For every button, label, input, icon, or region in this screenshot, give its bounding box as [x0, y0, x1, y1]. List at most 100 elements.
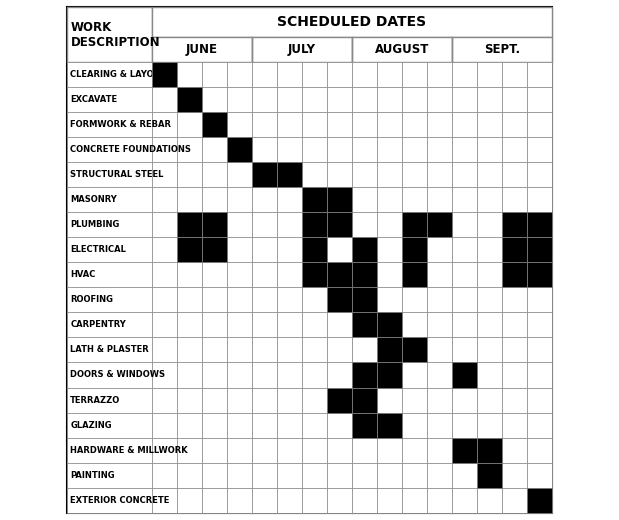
Bar	[277, 62, 302, 87]
Bar	[402, 412, 427, 437]
Bar	[67, 362, 152, 387]
Bar	[352, 187, 377, 212]
Bar	[327, 212, 352, 237]
Bar	[176, 137, 202, 162]
Text: AUGUST: AUGUST	[375, 43, 429, 56]
Bar	[202, 463, 227, 488]
Bar	[302, 463, 327, 488]
Bar	[176, 313, 202, 337]
Bar	[527, 488, 552, 513]
Bar	[227, 187, 252, 212]
Bar	[352, 387, 377, 412]
Bar	[252, 87, 277, 112]
Bar	[277, 162, 302, 187]
Bar	[502, 488, 527, 513]
Bar	[352, 288, 377, 313]
Bar	[377, 313, 402, 337]
Bar	[327, 187, 352, 212]
Bar	[202, 162, 227, 187]
Bar	[452, 313, 477, 337]
Bar	[176, 237, 202, 262]
Bar	[252, 62, 277, 87]
Bar	[477, 412, 502, 437]
Bar	[152, 362, 176, 387]
Bar	[452, 137, 477, 162]
Bar	[352, 288, 377, 313]
Bar	[302, 262, 327, 288]
Bar	[67, 337, 152, 362]
Text: PAINTING: PAINTING	[70, 471, 115, 479]
Bar	[67, 387, 152, 412]
Bar	[176, 237, 202, 262]
Bar	[152, 187, 176, 212]
Bar	[202, 62, 227, 87]
Text: EXCAVATE: EXCAVATE	[70, 95, 118, 104]
Bar	[227, 62, 252, 87]
Bar	[252, 412, 277, 437]
Bar	[202, 187, 227, 212]
Bar	[452, 37, 552, 62]
Bar	[176, 262, 202, 288]
Bar	[327, 463, 352, 488]
Bar	[202, 212, 227, 237]
Bar	[477, 463, 502, 488]
Bar	[527, 387, 552, 412]
Bar	[152, 463, 176, 488]
Bar	[427, 137, 452, 162]
Bar	[152, 87, 176, 112]
Bar	[377, 412, 402, 437]
Bar	[67, 62, 152, 87]
Bar	[502, 412, 527, 437]
Bar	[152, 412, 176, 437]
Bar	[202, 437, 227, 463]
Bar	[67, 212, 152, 237]
Bar	[152, 288, 176, 313]
Bar	[377, 137, 402, 162]
Bar	[252, 262, 277, 288]
Bar	[527, 412, 552, 437]
Bar	[427, 187, 452, 212]
Bar	[402, 212, 427, 237]
Bar	[202, 262, 227, 288]
Bar	[377, 162, 402, 187]
Bar	[402, 362, 427, 387]
Bar	[502, 87, 527, 112]
Bar	[502, 337, 527, 362]
Bar	[502, 463, 527, 488]
Bar	[252, 212, 277, 237]
Bar	[402, 437, 427, 463]
Bar	[452, 112, 477, 137]
Bar	[352, 362, 377, 387]
Bar	[352, 262, 377, 288]
Bar	[152, 137, 176, 162]
Bar	[252, 187, 277, 212]
Bar	[477, 313, 502, 337]
Bar	[402, 62, 427, 87]
Bar	[152, 313, 176, 337]
Bar	[252, 37, 352, 62]
Bar	[427, 387, 452, 412]
Bar	[452, 62, 477, 87]
Bar	[352, 137, 377, 162]
Bar	[527, 262, 552, 288]
Bar	[202, 87, 227, 112]
Bar	[176, 87, 202, 112]
Bar	[277, 137, 302, 162]
Bar	[327, 212, 352, 237]
Bar	[402, 187, 427, 212]
Bar	[352, 37, 452, 62]
Text: SCHEDULED DATES: SCHEDULED DATES	[277, 15, 426, 29]
Bar	[377, 437, 402, 463]
Bar	[527, 288, 552, 313]
Bar	[67, 288, 152, 313]
Bar	[527, 313, 552, 337]
Bar	[327, 488, 352, 513]
Bar	[502, 387, 527, 412]
Bar	[352, 62, 377, 87]
Bar	[452, 437, 477, 463]
Bar	[477, 62, 502, 87]
Bar	[477, 288, 502, 313]
Bar	[202, 237, 227, 262]
Bar	[402, 463, 427, 488]
Bar	[252, 237, 277, 262]
